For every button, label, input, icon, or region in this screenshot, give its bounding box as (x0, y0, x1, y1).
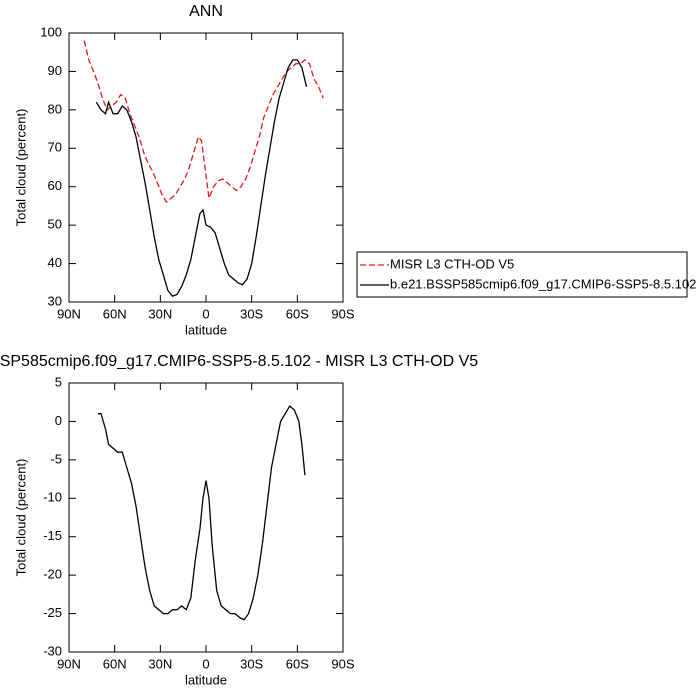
x-axis-label: latitude (185, 322, 227, 337)
y-tick-label: -10 (43, 490, 62, 505)
y-tick-label: -15 (43, 528, 62, 543)
x-tick-label: 30S (240, 306, 263, 321)
plot-frame (68, 32, 344, 303)
y-tick-label: 90 (48, 63, 62, 78)
y-tick-label: 100 (40, 24, 62, 39)
x-tick-label: 60N (103, 656, 127, 671)
x-tick-label: 0 (202, 306, 209, 321)
legend-label: MISR L3 CTH-OD V5 (390, 256, 514, 271)
x-tick-label: 60N (103, 306, 127, 321)
y-tick-label: -5 (50, 451, 62, 466)
x-tick-label: 60S (286, 306, 309, 321)
x-tick-label: 60S (286, 656, 309, 671)
y-tick-label: 50 (48, 217, 62, 232)
y-tick-label: 30 (48, 293, 62, 308)
y-axis-label: Total cloud (percent) (13, 459, 28, 577)
x-tick-label: 30S (240, 656, 263, 671)
legend-label: b.e21.BSSP585cmip6.f09_g17.CMIP6-SSP5-8.… (390, 276, 696, 291)
y-tick-label: 0 (55, 413, 62, 428)
data-line (83, 40, 324, 204)
x-tick-label: 30N (148, 306, 172, 321)
x-tick-label: 90S (331, 306, 354, 321)
y-axis-label: Total cloud (percent) (13, 109, 28, 227)
chart-title: b.e21.BSSP585cmip6.f09_g17.CMIP6-SSP5-8.… (0, 353, 478, 370)
y-tick-label: -30 (43, 643, 62, 658)
x-tick-label: 90N (57, 306, 81, 321)
data-line (95, 59, 308, 297)
x-tick-label: 90N (57, 656, 81, 671)
x-tick-label: 0 (202, 656, 209, 671)
x-tick-label: 30N (148, 656, 172, 671)
chart-title: ANN (189, 3, 223, 20)
y-tick-label: 60 (48, 178, 62, 193)
x-tick-label: 90S (331, 656, 354, 671)
data-line (97, 405, 306, 621)
x-axis-label: latitude (185, 672, 227, 687)
y-tick-label: -20 (43, 567, 62, 582)
plot-frame (68, 382, 344, 653)
legend-box (356, 251, 688, 298)
y-tick-label: -25 (43, 605, 62, 620)
y-tick-label: 5 (55, 374, 62, 389)
y-tick-label: 80 (48, 101, 62, 116)
y-tick-label: 70 (48, 140, 62, 155)
y-tick-label: 40 (48, 255, 62, 270)
